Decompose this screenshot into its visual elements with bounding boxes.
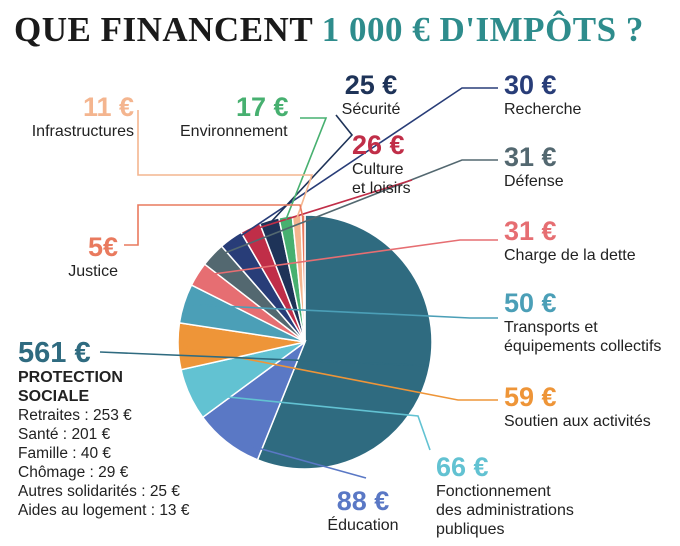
label-infrastructures: 11 € Infrastructures xyxy=(18,92,134,141)
amount-environnement: 17 € xyxy=(236,92,289,122)
title-part2: 1 000 € D'IMPÔTS ? xyxy=(321,10,644,49)
breakdown-value: 40 € xyxy=(80,445,112,462)
breakdown-item-5: Aides au logement : 13 € xyxy=(18,501,189,520)
leader-line-6 xyxy=(214,159,498,258)
name-justice: Justice xyxy=(68,263,118,280)
label-fonctionnement: 66 € Fonctionnement des administrations … xyxy=(436,452,574,539)
leader-line-11 xyxy=(137,110,314,219)
breakdown-label: Chômage : xyxy=(18,464,99,481)
leader-line-5 xyxy=(199,239,498,277)
label-recherche: 30 € Recherche xyxy=(504,70,581,119)
label-soutien: 59 € Soutien aux activités xyxy=(504,382,651,431)
breakdown-label: Retraites : xyxy=(18,407,93,424)
breakdown-value: 29 € xyxy=(98,464,129,481)
label-education: 88 € Éducation xyxy=(318,486,408,535)
amount-fonctionnement: 66 € xyxy=(436,452,489,482)
amount-culture: 26 € xyxy=(352,130,405,160)
amount-justice: 5€ xyxy=(87,232,118,262)
breakdown-label: Famille : xyxy=(18,445,81,462)
name-fonct-line3: publiques xyxy=(436,521,505,538)
label-culture: 26 € Culture et loisirs xyxy=(352,130,411,198)
breakdown-value: 25 € xyxy=(149,483,180,500)
breakdown-value: 253 € xyxy=(92,407,132,424)
breakdown-label: Autres solidarités : xyxy=(18,483,150,500)
amount-education: 88 € xyxy=(336,486,390,516)
name-fonct-line2: des administrations xyxy=(436,502,574,519)
name-transports-line2: équipements collectifs xyxy=(504,338,662,355)
label-transports: 50 € Transports et équipements collectif… xyxy=(504,288,661,356)
amount-recherche: 30 € xyxy=(504,70,557,100)
amount-protection-sociale: 561 € xyxy=(18,337,91,369)
breakdown-item-1: Santé : 201 € xyxy=(18,425,189,444)
leader-line-2 xyxy=(192,392,431,451)
name-dette: Charge de la dette xyxy=(504,247,636,264)
leader-line-4 xyxy=(186,303,498,319)
protection-breakdown-list: Retraites : 253 € Santé : 201 € Famille : … xyxy=(18,406,189,520)
leader-line-12 xyxy=(124,204,304,246)
pie-slice-0 xyxy=(256,214,433,470)
label-justice: 5€ Justice xyxy=(24,232,118,281)
amount-securite: 25 € xyxy=(344,70,398,100)
amount-infrastructures: 11 € xyxy=(82,92,134,122)
chart-title: QUE FINANCENT 1 000 € D'IMPÔTS ? xyxy=(14,10,644,50)
name-soutien: Soutien aux activités xyxy=(504,413,651,430)
amount-dette: 31 € xyxy=(504,216,557,246)
breakdown-value: 13 € xyxy=(159,502,190,519)
breakdown-item-0: Retraites : 253 € xyxy=(18,406,189,425)
amount-defense: 31 € xyxy=(504,142,557,172)
leader-line-7 xyxy=(232,87,498,242)
name-transports-line1: Transports et xyxy=(504,319,598,336)
leader-line-3 xyxy=(180,345,498,401)
leader-line-8 xyxy=(251,179,413,231)
breakdown-label: Santé : xyxy=(18,426,72,443)
name-culture-line2: et loisirs xyxy=(352,180,411,197)
amount-soutien: 59 € xyxy=(504,382,557,412)
leader-line-0 xyxy=(99,351,427,367)
label-environnement: 17 € Environnement xyxy=(180,92,289,141)
breakdown-item-3: Chômage : 29 € xyxy=(18,463,189,482)
breakdown-label: Aides au logement : xyxy=(18,502,160,519)
pie-slices xyxy=(177,214,433,470)
leader-line-10 xyxy=(285,117,328,220)
name-culture-line1: Culture xyxy=(352,161,404,178)
name-protection-line1: PROTECTION xyxy=(18,369,123,386)
breakdown-value: 201 € xyxy=(71,426,111,443)
label-protection-sociale: 561 € PROTECTION SOCIALE Retraites : 253… xyxy=(18,338,189,520)
name-environnement: Environnement xyxy=(180,123,288,140)
leader-lines xyxy=(99,87,498,479)
breakdown-item-4: Autres solidarités : 25 € xyxy=(18,482,189,501)
leader-line-1 xyxy=(228,439,367,479)
name-recherche: Recherche xyxy=(504,101,582,118)
name-protection-line2: SOCIALE xyxy=(18,388,90,405)
label-securite: 25 € Sécurité xyxy=(336,70,406,119)
name-education: Éducation xyxy=(327,517,399,534)
label-defense: 31 € Défense xyxy=(504,142,564,191)
title-part1: QUE FINANCENT xyxy=(14,10,313,49)
name-fonct-line1: Fonctionnement xyxy=(436,483,551,500)
leader-line-9 xyxy=(269,114,354,224)
name-defense: Défense xyxy=(504,173,564,190)
amount-transports: 50 € xyxy=(504,288,557,318)
name-infrastructures: Infrastructures xyxy=(31,123,134,140)
label-dette: 31 € Charge de la dette xyxy=(504,216,636,265)
name-securite: Sécurité xyxy=(341,101,401,118)
breakdown-item-2: Famille : 40 € xyxy=(18,444,189,463)
